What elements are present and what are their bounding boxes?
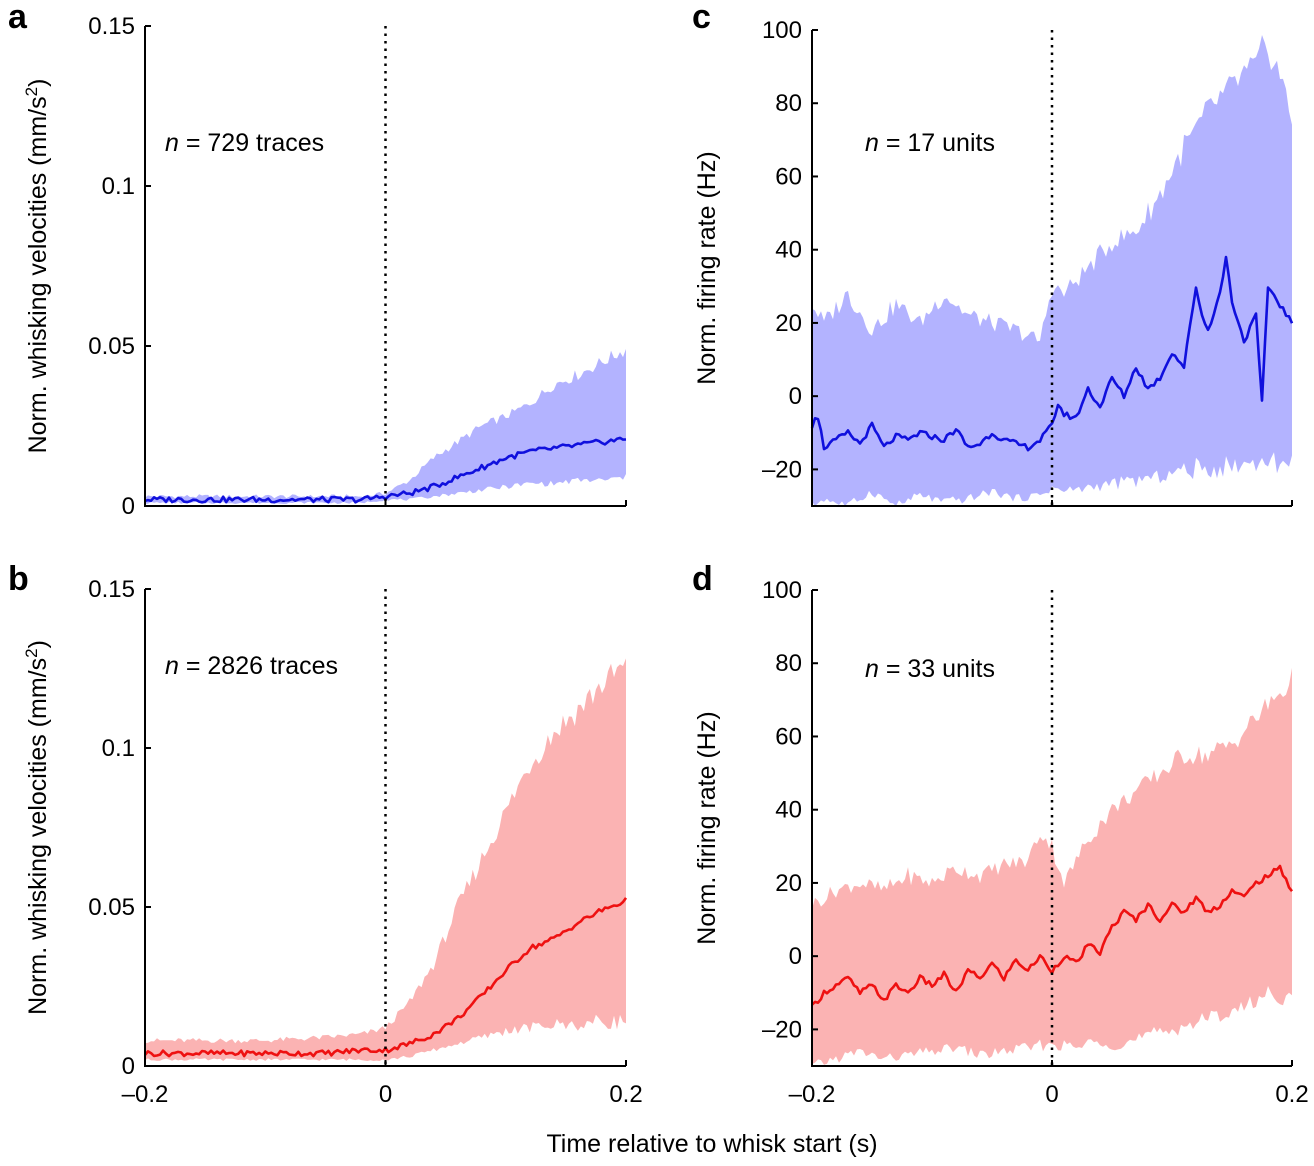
- panel-c: –20 0 20 40 60 80 100 Norm. firing rate (Hz) n =…: [692, 0, 1294, 507]
- panel-letter-c: c: [692, 0, 711, 36]
- annotation-d: n = 33 units: [865, 655, 995, 683]
- x-tick-label-d: 0.2: [1275, 1081, 1308, 1108]
- panel-letter-b: b: [8, 560, 29, 598]
- shared-xlabel: Time relative to whisk start (s): [546, 1130, 877, 1158]
- y-tick-label-c: –20: [762, 456, 802, 483]
- x-tick-label-b: –0.2: [122, 1081, 169, 1108]
- y-axis-label-d: Norm. firing rate (Hz): [693, 711, 721, 944]
- confidence-band-c: [812, 35, 1292, 506]
- x-tick-label-b: 0: [379, 1081, 392, 1108]
- panel-d: –20 0 20 40 60 80 100 –0.2 0 0.2 Norm. firing rate…: [692, 560, 1309, 1108]
- y-tick-label-d: 80: [775, 650, 802, 677]
- y-tick-label-c: 0: [789, 383, 802, 410]
- y-tick-label-d: 20: [775, 870, 802, 897]
- y-tick-label-d: 40: [775, 797, 802, 824]
- y-tick-label-b: 0.15: [88, 576, 135, 603]
- annotation-a: n = 729 traces: [165, 129, 324, 157]
- x-tick-label-d: 0: [1045, 1081, 1058, 1108]
- confidence-band-a: [145, 348, 626, 504]
- panel-letter-d: d: [692, 560, 713, 598]
- y-axis-label-a: Norm. whisking velocities (mm/s2): [22, 79, 53, 454]
- x-tick-label-d: –0.2: [789, 1081, 836, 1108]
- confidence-band-b: [145, 658, 626, 1061]
- y-tick-label-c: 40: [775, 237, 802, 264]
- y-tick-label-c: 100: [762, 17, 802, 44]
- annotation-c: n = 17 units: [865, 129, 995, 157]
- y-tick-label-c: 60: [775, 163, 802, 190]
- y-tick-label-a: 0.05: [88, 333, 135, 360]
- y-axis-label-c: Norm. firing rate (Hz): [693, 151, 721, 384]
- y-tick-label-b: 0.1: [102, 735, 135, 762]
- y-tick-label-d: 100: [762, 577, 802, 604]
- y-tick-label-b: 0.05: [88, 894, 135, 921]
- y-tick-label-a: 0.15: [88, 13, 135, 40]
- mean-line-c: [810, 255, 1294, 452]
- x-tick-label-b: 0.2: [609, 1081, 642, 1108]
- y-tick-label-c: 80: [775, 90, 802, 117]
- y-tick-label-d: 0: [789, 943, 802, 970]
- panel-letter-a: a: [8, 0, 28, 36]
- y-tick-label-b: 0: [122, 1053, 135, 1080]
- panel-a: 0 0.05 0.1 0.15 Norm. whisking velocities (m…: [8, 0, 627, 520]
- y-tick-label-a: 0.1: [102, 173, 135, 200]
- y-tick-label-c: 20: [775, 310, 802, 337]
- confidence-band-d: [812, 667, 1292, 1065]
- y-tick-label-a: 0: [122, 493, 135, 520]
- y-tick-label-d: 60: [775, 723, 802, 750]
- y-tick-label-d: –20: [762, 1016, 802, 1043]
- y-axis-label-b: Norm. whisking velocities (mm/s2): [22, 640, 53, 1015]
- annotation-b: n = 2826 traces: [165, 652, 338, 680]
